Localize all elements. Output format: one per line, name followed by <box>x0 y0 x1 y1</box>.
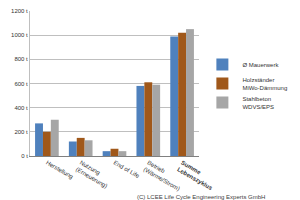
svg-text:800 t: 800 t <box>14 56 28 62</box>
svg-text:Betrieb(Wärme/Strom): Betrieb(Wärme/Strom) <box>142 159 184 191</box>
svg-text:0 t: 0 t <box>21 153 28 159</box>
svg-text:1200 t: 1200 t <box>11 8 28 14</box>
svg-text:HolzständerMiWo-Dämmung: HolzständerMiWo-Dämmung <box>242 77 287 91</box>
svg-text:Nutzung(Erneuerung): Nutzung(Erneuerung) <box>75 159 113 189</box>
svg-text:1000 t: 1000 t <box>11 32 28 38</box>
svg-text:400 t: 400 t <box>14 105 28 111</box>
svg-text:SummeLebenszyklus: SummeLebenszyklus <box>176 159 218 191</box>
svg-text:Ø Mauerwerk: Ø Mauerwerk <box>242 62 279 68</box>
svg-text:StahlbetonWDVS/EPS: StahlbetonWDVS/EPS <box>242 96 274 110</box>
svg-text:End of Life: End of Life <box>113 159 141 179</box>
svg-text:200 t: 200 t <box>14 129 28 135</box>
svg-text:Herstellung: Herstellung <box>45 159 74 179</box>
svg-text:600 t: 600 t <box>14 81 28 87</box>
svg-text:(C) LCEE Life Cycle Engineerin: (C) LCEE Life Cycle Engineering Experts … <box>137 194 265 200</box>
